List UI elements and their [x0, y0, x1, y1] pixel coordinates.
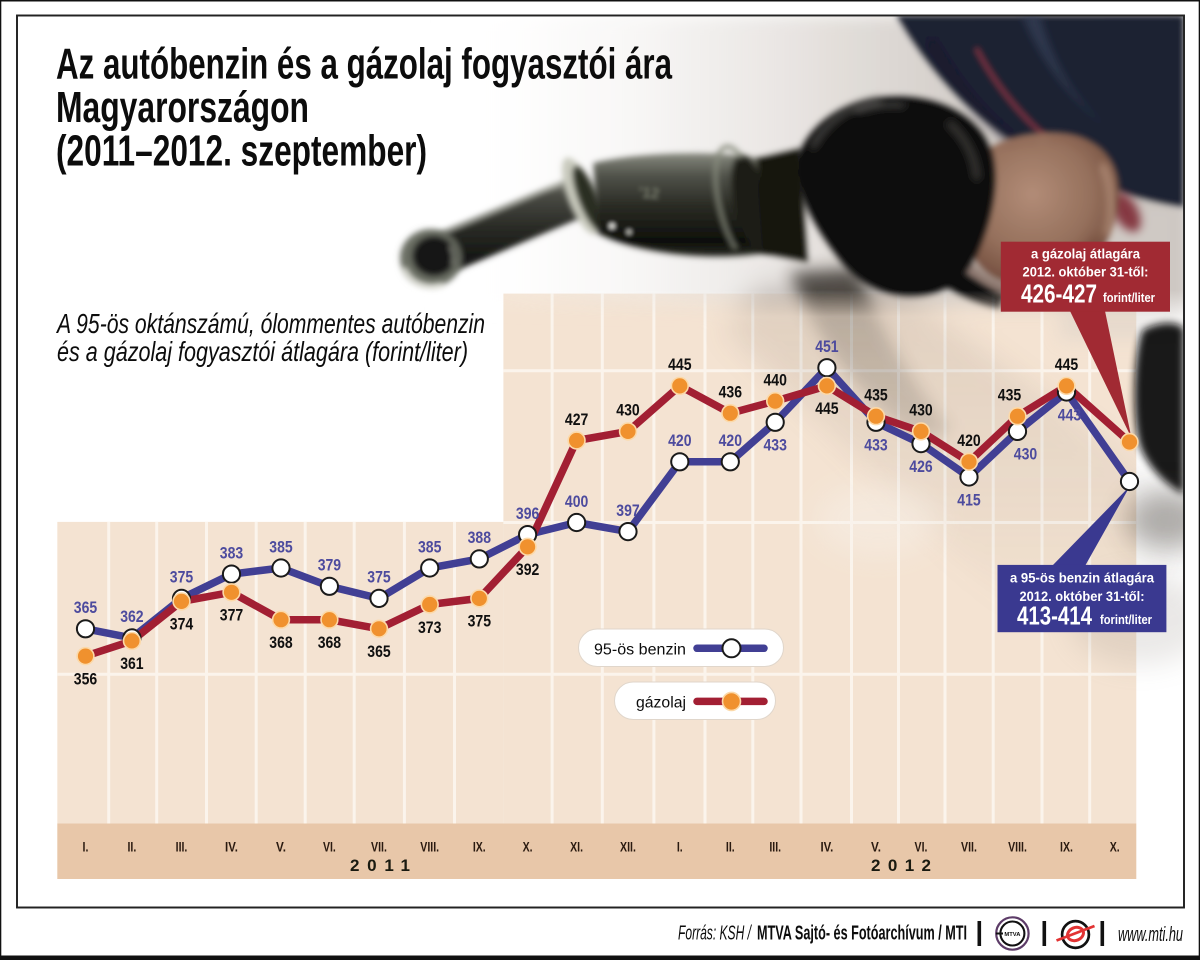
svg-text:I.: I.	[83, 840, 89, 855]
svg-text:2012. október 31-től:: 2012. október 31-től:	[1023, 265, 1149, 280]
svg-text:VIII.: VIII.	[420, 840, 439, 855]
svg-text:95-ös benzin: 95-ös benzin	[594, 642, 686, 659]
svg-text:Az autóbenzin és a gázolaj fog: Az autóbenzin és a gázolaj fogyasztói ár…	[56, 41, 673, 89]
svg-text:361: 361	[120, 654, 143, 673]
svg-text:420: 420	[668, 431, 691, 450]
svg-text:X.: X.	[1110, 840, 1120, 855]
svg-text:379: 379	[318, 556, 341, 575]
svg-text:forint/liter: forint/liter	[1103, 290, 1155, 305]
svg-text:375: 375	[367, 568, 390, 587]
svg-text:377: 377	[220, 606, 243, 625]
svg-text:445: 445	[1055, 355, 1078, 374]
svg-text:396: 396	[516, 504, 539, 523]
svg-text:420: 420	[957, 431, 980, 450]
svg-text:388: 388	[468, 528, 491, 547]
svg-text:433: 433	[764, 436, 787, 455]
svg-text:435: 435	[998, 386, 1021, 405]
svg-text:435: 435	[864, 386, 887, 405]
svg-text:356: 356	[74, 669, 97, 688]
svg-text:383: 383	[220, 543, 243, 562]
svg-text:375: 375	[170, 568, 193, 587]
svg-text:373: 373	[418, 618, 441, 637]
svg-text:IV.: IV.	[820, 840, 833, 855]
svg-text:451: 451	[815, 337, 838, 356]
svg-text:385: 385	[269, 537, 292, 556]
svg-text:362: 362	[120, 607, 143, 626]
svg-text:’12: ’12	[638, 184, 660, 203]
svg-text:Magyarországon: Magyarországon	[56, 84, 309, 132]
svg-text:430: 430	[616, 401, 639, 420]
svg-text:368: 368	[318, 633, 341, 652]
svg-text:XII.: XII.	[620, 840, 636, 855]
svg-text:X.: X.	[523, 840, 533, 855]
svg-text:A 95-ös oktánszámú, ólommentes: A 95-ös oktánszámú, ólommentes autóbenzi…	[55, 308, 485, 339]
svg-text:VI.: VI.	[915, 840, 928, 855]
svg-text:gázolaj: gázolaj	[636, 695, 686, 712]
svg-text:433: 433	[864, 436, 887, 455]
svg-text:www.mti.hu: www.mti.hu	[1118, 923, 1183, 946]
svg-text:MTVA Sajtó- és Fotóarchívum /: MTVA Sajtó- és Fotóarchívum / MTI	[757, 922, 967, 945]
svg-text:436: 436	[719, 383, 742, 402]
svg-text:IX.: IX.	[1060, 840, 1073, 855]
svg-text:VII.: VII.	[961, 840, 977, 855]
svg-text:413-414: 413-414	[1017, 603, 1093, 631]
svg-text:400: 400	[565, 492, 588, 511]
svg-text:427: 427	[565, 410, 588, 429]
svg-text:392: 392	[516, 560, 539, 579]
svg-text:365: 365	[74, 598, 97, 617]
svg-text:426: 426	[909, 457, 932, 476]
svg-text:368: 368	[269, 633, 292, 652]
svg-text:365: 365	[367, 642, 390, 661]
svg-text:forint/liter: forint/liter	[1100, 612, 1152, 627]
svg-text:443: 443	[1058, 405, 1081, 424]
svg-text:I.: I.	[677, 840, 683, 855]
svg-text:385: 385	[418, 537, 441, 556]
svg-text:III.: III.	[176, 840, 188, 855]
svg-text:XI.: XI.	[570, 840, 583, 855]
svg-text:VI.: VI.	[323, 840, 336, 855]
svg-text:a gázolaj átlagára: a gázolaj átlagára	[1031, 247, 1140, 262]
svg-text:426-427: 426-427	[1021, 281, 1097, 309]
svg-text:2012. október 31-től:: 2012. október 31-től:	[1020, 589, 1145, 604]
svg-text:397: 397	[616, 501, 639, 520]
svg-text:VII.: VII.	[371, 840, 387, 855]
svg-text:MTVA: MTVA	[1004, 932, 1021, 938]
svg-text:445: 445	[668, 355, 691, 374]
svg-text:Forrás: KSH /: Forrás: KSH /	[678, 922, 752, 945]
svg-text:440: 440	[764, 370, 787, 389]
svg-text:és a gázolaj fogyasztói átlagá: és a gázolaj fogyasztói átlagára (forint…	[57, 336, 468, 367]
svg-text:430: 430	[909, 401, 932, 420]
svg-text:420: 420	[719, 431, 742, 450]
svg-text:(2011–2012. szeptember): (2011–2012. szeptember)	[56, 128, 427, 176]
svg-text:430: 430	[1014, 445, 1037, 464]
svg-text:V.: V.	[871, 840, 881, 855]
svg-text:IV.: IV.	[225, 840, 238, 855]
svg-text:III.: III.	[769, 840, 781, 855]
svg-text:VIII.: VIII.	[1008, 840, 1027, 855]
svg-text:II.: II.	[128, 840, 137, 855]
svg-text:415: 415	[957, 490, 980, 509]
svg-text:445: 445	[815, 399, 838, 418]
svg-text:IX.: IX.	[473, 840, 486, 855]
svg-text:a 95-ös benzin átlagára: a 95-ös benzin átlagára	[1010, 571, 1154, 586]
svg-text:374: 374	[170, 615, 194, 634]
svg-text:V.: V.	[276, 840, 286, 855]
svg-text:II.: II.	[726, 840, 735, 855]
svg-text:375: 375	[468, 612, 491, 631]
